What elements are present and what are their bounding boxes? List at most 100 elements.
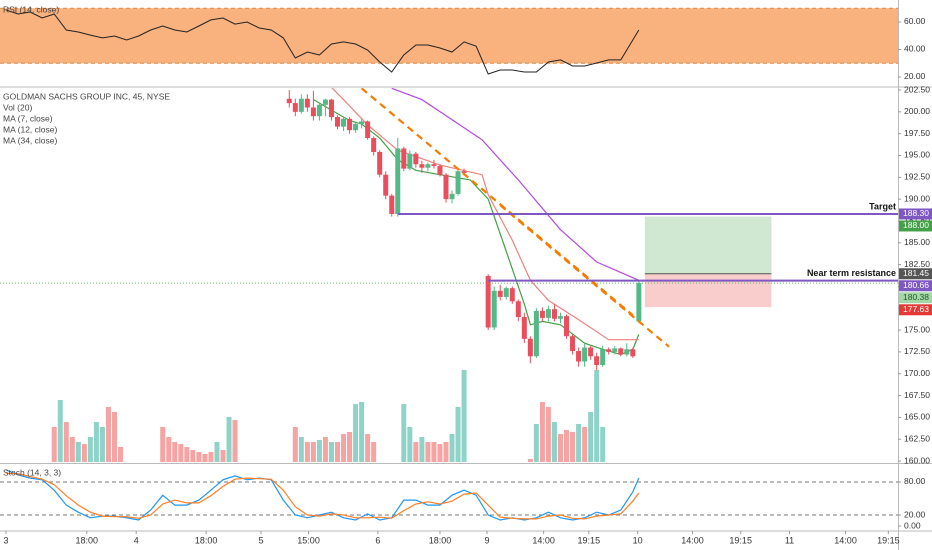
y-tick-label: 162.50 bbox=[904, 433, 930, 443]
candle-body bbox=[455, 171, 461, 194]
volume-bar bbox=[316, 440, 322, 462]
price-tag bbox=[899, 304, 932, 316]
candle-body bbox=[298, 98, 304, 112]
volume-bar bbox=[87, 437, 93, 462]
candle-body bbox=[624, 349, 630, 355]
candle-body bbox=[582, 347, 588, 362]
volume-bar bbox=[160, 427, 166, 462]
candle-body bbox=[371, 138, 377, 152]
x-tick-label: 10 bbox=[633, 535, 643, 545]
candle-body bbox=[564, 316, 570, 337]
y-tick-label: 182.50 bbox=[904, 259, 930, 269]
x-tick-label: 5 bbox=[258, 535, 263, 545]
candle-body bbox=[600, 349, 606, 366]
price-tag-label: 188.30 bbox=[903, 208, 929, 218]
position-target-zone bbox=[644, 216, 772, 274]
rsi-pane bbox=[0, 7, 898, 75]
candle-body bbox=[413, 153, 419, 165]
volume-bar bbox=[407, 427, 413, 462]
candle-body bbox=[557, 316, 563, 319]
candle-body bbox=[606, 349, 612, 352]
volume-bar bbox=[545, 407, 551, 462]
volume-bar bbox=[292, 427, 298, 462]
volume-bar bbox=[359, 402, 365, 462]
y-tick-label: 175.00 bbox=[904, 324, 930, 334]
candle-body bbox=[310, 107, 316, 117]
candle-body bbox=[401, 148, 407, 169]
rsi-band bbox=[0, 8, 898, 64]
price-tag-label: 177.63 bbox=[903, 304, 929, 314]
volume-bar bbox=[57, 400, 63, 462]
candle-body bbox=[636, 283, 642, 322]
rsi-line bbox=[5, 9, 640, 75]
chart-title: GOLDMAN SACHS GROUP INC, 45, NYSE bbox=[3, 91, 170, 101]
candle-body bbox=[322, 99, 328, 105]
volume-bar bbox=[99, 427, 105, 462]
volume-bar bbox=[449, 434, 455, 462]
volume-bar bbox=[226, 417, 232, 462]
y-tick-label: 40.00 bbox=[904, 44, 926, 54]
candle-body bbox=[377, 151, 383, 175]
y-tick-label: 20.00 bbox=[904, 71, 926, 81]
candle-body bbox=[630, 349, 636, 357]
volume-bar bbox=[461, 370, 467, 462]
y-tick-label: 170.00 bbox=[904, 368, 930, 378]
candle-body bbox=[521, 316, 527, 339]
volume-bar bbox=[425, 442, 431, 462]
x-tick-label: 4 bbox=[134, 535, 139, 545]
stoch-title: Stoch (14, 3, 3) bbox=[3, 467, 61, 477]
candle-body bbox=[551, 309, 557, 319]
candle-body bbox=[588, 347, 594, 357]
y-tick-label: 190.00 bbox=[904, 193, 930, 203]
y-tick-label: 160.00 bbox=[904, 455, 930, 465]
candle-body bbox=[365, 121, 371, 139]
volume-bar bbox=[298, 437, 304, 462]
volume-bar bbox=[533, 424, 539, 462]
volume-bar bbox=[551, 422, 557, 462]
price-tag-label: 181.45 bbox=[903, 268, 929, 278]
price-pane bbox=[0, 88, 898, 462]
x-tick-label: 14:00 bbox=[532, 535, 555, 545]
volume-bar bbox=[335, 442, 341, 462]
volume-bar bbox=[105, 407, 111, 462]
volume-bar bbox=[166, 437, 172, 462]
volume-bar bbox=[431, 442, 437, 462]
volume-bar bbox=[347, 432, 353, 462]
trendline bbox=[499, 204, 670, 348]
price-tag bbox=[899, 208, 932, 220]
volume-bar bbox=[214, 442, 220, 462]
y-tick-label: 197.50 bbox=[904, 128, 930, 138]
candle-body bbox=[359, 121, 365, 125]
volume-bar bbox=[196, 452, 202, 462]
candle-body bbox=[335, 117, 341, 127]
volume-bar bbox=[63, 422, 69, 462]
x-tick-label: 18:00 bbox=[76, 535, 99, 545]
volume-bar bbox=[443, 442, 449, 462]
candle-body bbox=[353, 124, 359, 131]
volume-bar bbox=[81, 444, 87, 462]
price-tag bbox=[899, 292, 932, 304]
volume-bar bbox=[600, 427, 606, 462]
candle-body bbox=[286, 98, 292, 104]
moving-average bbox=[391, 88, 640, 281]
level-note: Target bbox=[869, 201, 896, 211]
volume-bar bbox=[118, 447, 124, 462]
volume-bar bbox=[539, 402, 545, 462]
y-tick-label: 80.00 bbox=[904, 476, 926, 486]
volume-bar bbox=[184, 447, 190, 462]
x-tick-label: 11 bbox=[785, 535, 794, 545]
x-tick-label: 19:15 bbox=[877, 535, 900, 545]
volume-bar bbox=[576, 424, 582, 462]
candle-body bbox=[491, 290, 497, 328]
candle-body bbox=[503, 288, 509, 297]
stoch-pane bbox=[0, 469, 898, 521]
y-tick-label: 165.00 bbox=[904, 412, 930, 422]
candle-body bbox=[425, 164, 431, 168]
y-tick-label: 172.50 bbox=[904, 346, 930, 356]
volume-bar bbox=[419, 437, 425, 462]
x-tick-label: 18:00 bbox=[195, 535, 218, 545]
candle-body bbox=[316, 104, 322, 117]
candle-body bbox=[612, 348, 618, 352]
volume-bar bbox=[527, 459, 533, 462]
